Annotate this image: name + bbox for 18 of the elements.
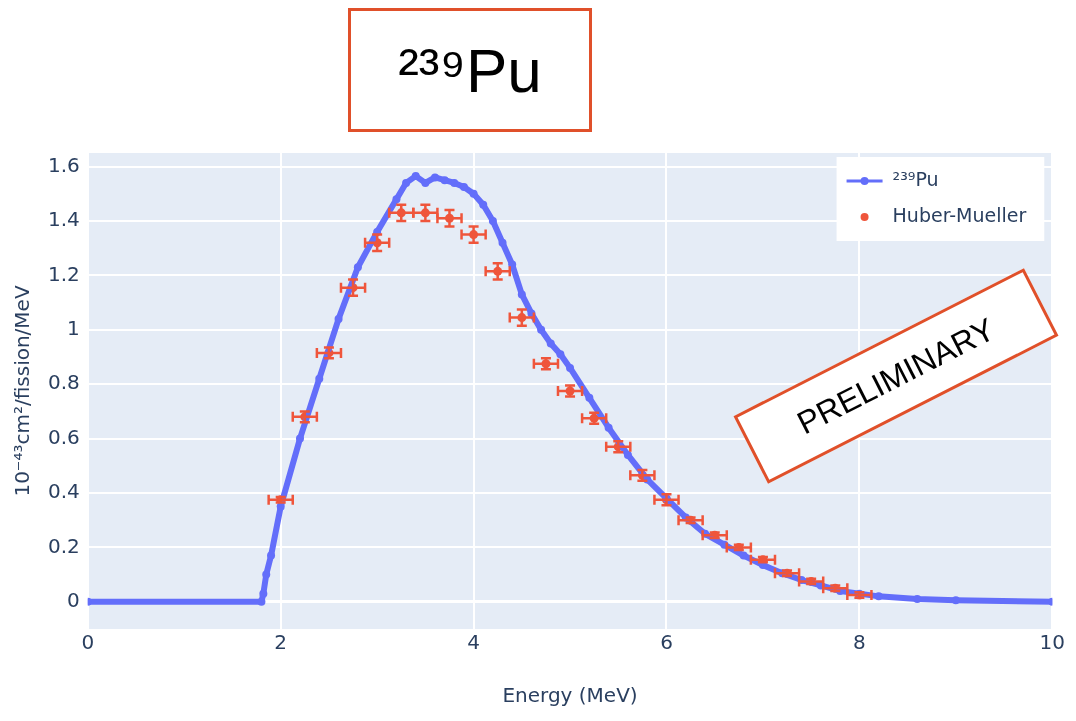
y-tick-label: 1.2 [47, 261, 80, 286]
y-tick-label: 0.6 [47, 424, 80, 449]
legend-label: ²³⁹Pu [892, 167, 939, 190]
legend-label: Huber-Mueller [892, 203, 1027, 226]
y-tick-label: 0.8 [47, 370, 80, 395]
y-axis-title: 10⁻⁴³cm²/fission/MeV [10, 285, 35, 497]
y-tick-label: 1.4 [47, 207, 80, 232]
y-tick-label: 1.6 [47, 152, 80, 177]
x-axis-title: Energy (MeV) [502, 683, 638, 708]
y-tick-label: 1 [67, 316, 80, 340]
x-tick-label: 2 [274, 630, 288, 655]
x-tick-label: 4 [467, 630, 480, 655]
y-tick-label: 0.2 [47, 533, 80, 558]
y-tick-label: 0 [67, 588, 80, 612]
x-tick-label: 6 [660, 630, 673, 655]
x-tick-label: 8 [853, 630, 866, 655]
x-tick-label: 10 [1039, 630, 1065, 655]
y-tick-label: 0.4 [47, 479, 80, 504]
